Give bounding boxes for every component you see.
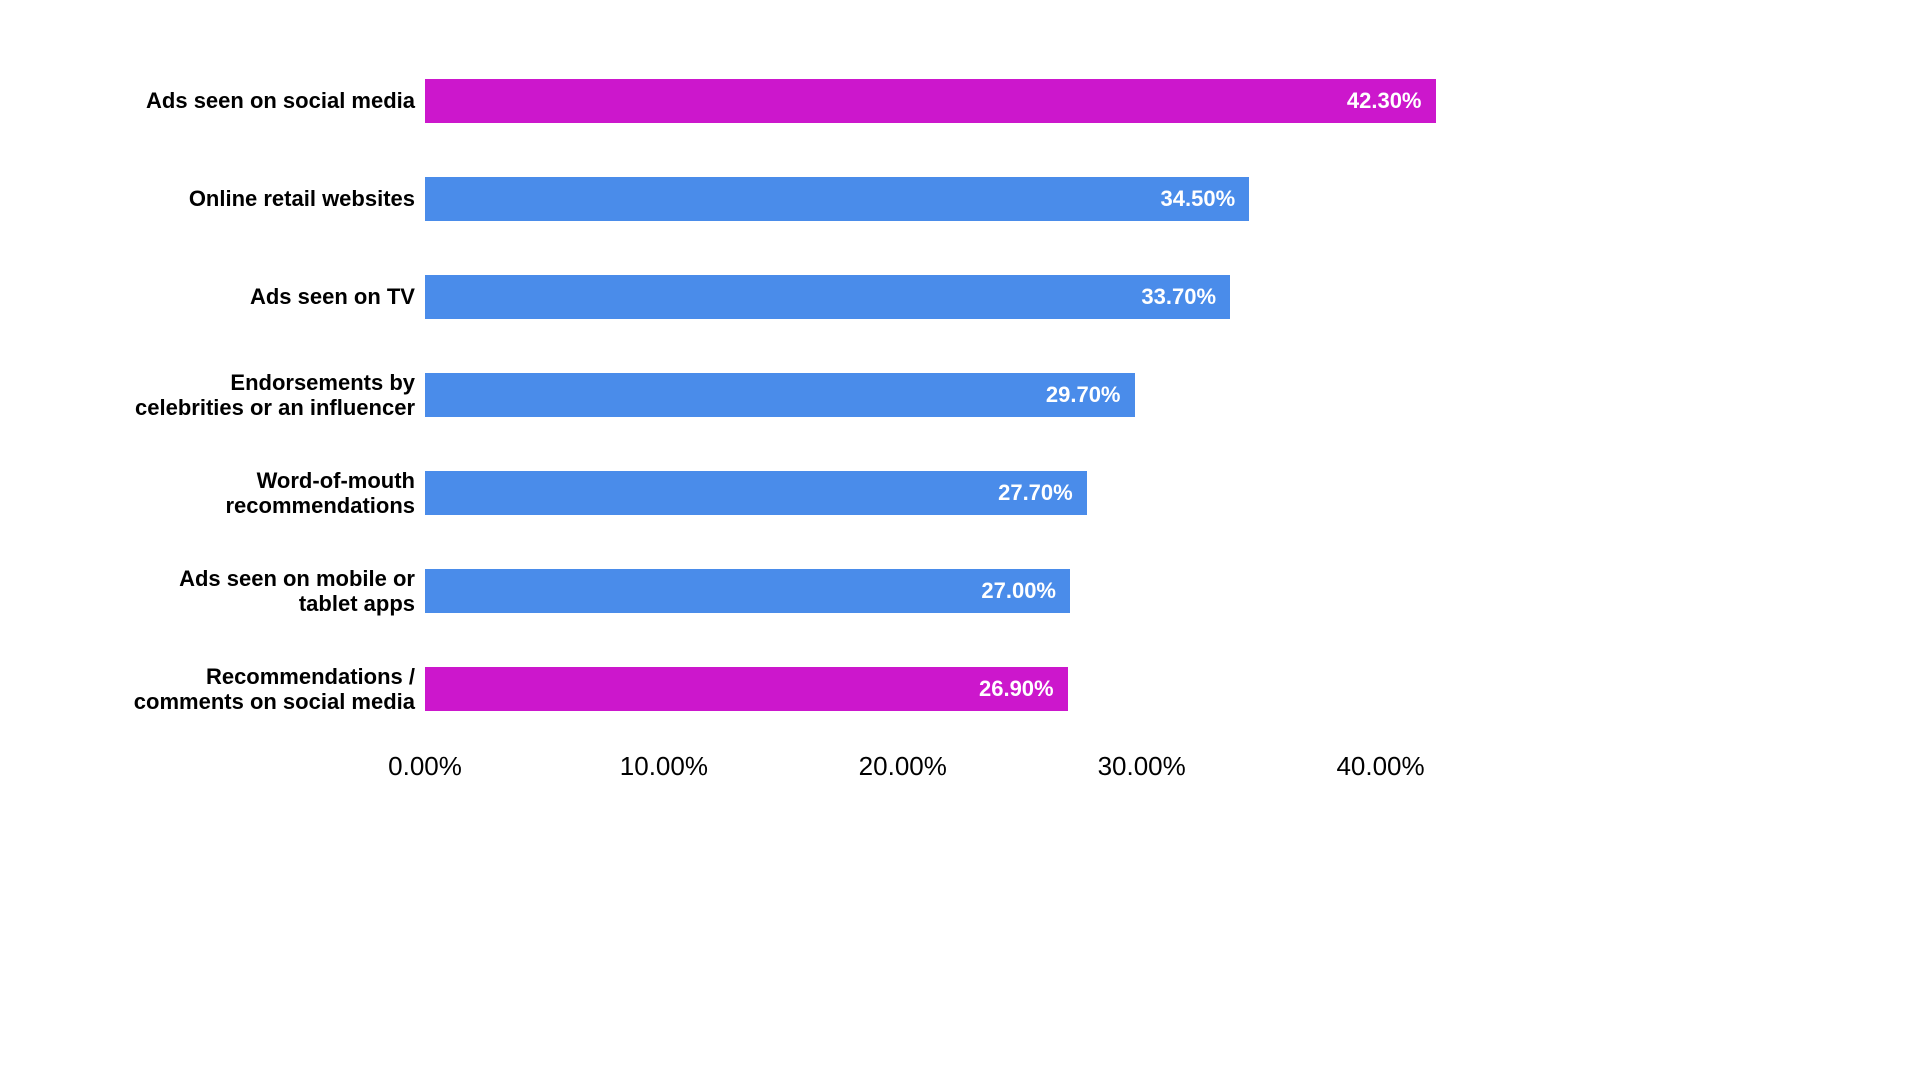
- bar: 33.70%: [425, 275, 1230, 319]
- bar-track: 27.70%: [425, 457, 1500, 529]
- x-axis-tick: 30.00%: [1098, 751, 1186, 782]
- bar: 26.90%: [425, 667, 1068, 711]
- bar-value-label: 27.00%: [981, 578, 1056, 604]
- bar-row: Ads seen on social media 42.30%: [120, 65, 1500, 137]
- bar-chart: Ads seen on social media 42.30% Online r…: [120, 65, 1500, 801]
- bar-value-label: 33.70%: [1141, 284, 1216, 310]
- bar-track: 29.70%: [425, 359, 1500, 431]
- bar-track: 42.30%: [425, 65, 1500, 137]
- category-label: Ads seen on mobile or tablet apps: [120, 566, 425, 617]
- category-label: Word-of-mouth recommendations: [120, 468, 425, 519]
- bar: 34.50%: [425, 177, 1249, 221]
- bar-track: 33.70%: [425, 261, 1500, 333]
- bar-track: 27.00%: [425, 555, 1500, 627]
- x-axis-tick: 20.00%: [859, 751, 947, 782]
- bar-value-label: 29.70%: [1046, 382, 1121, 408]
- x-axis-tick: 10.00%: [620, 751, 708, 782]
- category-label: Online retail websites: [120, 186, 425, 211]
- category-label: Recommendations / comments on social med…: [120, 664, 425, 715]
- bar-track: 26.90%: [425, 653, 1500, 725]
- x-axis: 0.00% 10.00% 20.00% 30.00% 40.00%: [425, 751, 1500, 801]
- category-label: Endorsements by celebrities or an influe…: [120, 370, 425, 421]
- bar: 29.70%: [425, 373, 1135, 417]
- x-axis-tick: 40.00%: [1336, 751, 1424, 782]
- bar-row: Ads seen on TV 33.70%: [120, 261, 1500, 333]
- bar-value-label: 26.90%: [979, 676, 1054, 702]
- category-label: Ads seen on social media: [120, 88, 425, 113]
- bar-value-label: 42.30%: [1347, 88, 1422, 114]
- bar-track: 34.50%: [425, 163, 1500, 235]
- bar-row: Word-of-mouth recommendations 27.70%: [120, 457, 1500, 529]
- x-axis-tick: 0.00%: [388, 751, 462, 782]
- bar-value-label: 27.70%: [998, 480, 1073, 506]
- bar: 27.70%: [425, 471, 1087, 515]
- bar-row: Online retail websites 34.50%: [120, 163, 1500, 235]
- bar: 27.00%: [425, 569, 1070, 613]
- bar: 42.30%: [425, 79, 1436, 123]
- bar-row: Recommendations / comments on social med…: [120, 653, 1500, 725]
- bar-row: Endorsements by celebrities or an influe…: [120, 359, 1500, 431]
- category-label: Ads seen on TV: [120, 284, 425, 309]
- bar-row: Ads seen on mobile or tablet apps 27.00%: [120, 555, 1500, 627]
- bar-value-label: 34.50%: [1161, 186, 1236, 212]
